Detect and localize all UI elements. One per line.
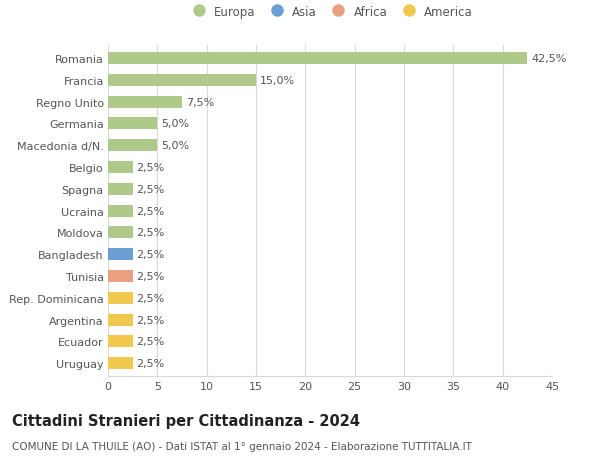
Text: 2,5%: 2,5% xyxy=(137,271,165,281)
Text: 5,0%: 5,0% xyxy=(161,119,190,129)
Text: 42,5%: 42,5% xyxy=(531,54,566,64)
Bar xyxy=(108,75,256,87)
Bar xyxy=(108,227,133,239)
Text: 2,5%: 2,5% xyxy=(137,336,165,347)
Bar xyxy=(108,358,133,369)
Text: 2,5%: 2,5% xyxy=(137,206,165,216)
Bar xyxy=(108,53,527,65)
Text: 7,5%: 7,5% xyxy=(186,97,214,107)
Bar xyxy=(108,205,133,217)
Bar xyxy=(108,249,133,261)
Legend: Europa, Asia, Africa, America: Europa, Asia, Africa, America xyxy=(187,6,473,18)
Text: 2,5%: 2,5% xyxy=(137,358,165,368)
Bar xyxy=(108,96,182,108)
Bar xyxy=(108,184,133,196)
Text: 2,5%: 2,5% xyxy=(137,162,165,173)
Bar xyxy=(108,314,133,326)
Bar xyxy=(108,162,133,174)
Text: 5,0%: 5,0% xyxy=(161,141,190,151)
Text: Cittadini Stranieri per Cittadinanza - 2024: Cittadini Stranieri per Cittadinanza - 2… xyxy=(12,413,360,428)
Text: 2,5%: 2,5% xyxy=(137,185,165,195)
Bar xyxy=(108,292,133,304)
Bar xyxy=(108,336,133,347)
Text: 15,0%: 15,0% xyxy=(260,76,295,86)
Bar xyxy=(108,118,157,130)
Bar xyxy=(108,270,133,282)
Text: 2,5%: 2,5% xyxy=(137,250,165,260)
Text: 2,5%: 2,5% xyxy=(137,228,165,238)
Text: 2,5%: 2,5% xyxy=(137,315,165,325)
Text: COMUNE DI LA THUILE (AO) - Dati ISTAT al 1° gennaio 2024 - Elaborazione TUTTITAL: COMUNE DI LA THUILE (AO) - Dati ISTAT al… xyxy=(12,441,472,451)
Bar xyxy=(108,140,157,152)
Text: 2,5%: 2,5% xyxy=(137,293,165,303)
